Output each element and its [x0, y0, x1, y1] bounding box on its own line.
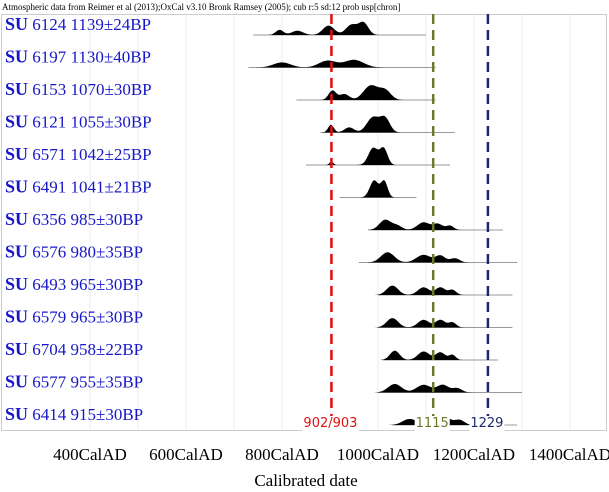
x-tick-label: 600CalAD — [149, 445, 223, 464]
marker-label-bg — [414, 416, 450, 431]
marker-label-bg — [302, 416, 359, 431]
series-label: SU 6356 985±30BP — [5, 209, 143, 229]
x-tick-label: 1400CalAD — [529, 445, 609, 464]
series-label: SU 6579 965±30BP — [5, 307, 143, 327]
series-label-su: SU — [5, 144, 28, 164]
series-label-su: SU — [5, 209, 28, 229]
series-density — [322, 115, 400, 133]
series-label-value: 6571 1042±25BP — [28, 145, 152, 164]
series-density — [320, 85, 403, 100]
series-label-su: SU — [5, 79, 28, 99]
series-label-value: 6356 985±30BP — [28, 210, 143, 229]
series-label-su: SU — [5, 242, 28, 262]
series-label: SU 6197 1130±40BP — [5, 47, 151, 67]
x-axis-ticks: 400CalAD 600CalAD 800CalAD 1000CalAD 1200Cal… — [53, 445, 609, 464]
series-density — [367, 219, 462, 230]
series-label-su: SU — [5, 339, 28, 359]
series-label-su: SU — [5, 372, 28, 392]
series-density — [380, 350, 463, 360]
series-label-su: SU — [5, 274, 28, 294]
marker-label-bg — [469, 416, 505, 431]
series-label-value: 6493 965±30BP — [28, 275, 143, 294]
series-density — [256, 59, 383, 68]
x-tick-label: 1000CalAD — [337, 445, 419, 464]
x-tick-label: 800CalAD — [245, 445, 319, 464]
series-label-value: 6414 915±30BP — [28, 405, 143, 424]
series-label-su: SU — [5, 112, 28, 132]
marker-label: 1229 — [470, 416, 503, 431]
x-axis-title: Calibrated date — [254, 471, 357, 490]
series-group — [248, 21, 522, 426]
series-label-value: 6124 1139±24BP — [28, 15, 151, 34]
series-label: SU 6414 915±30BP — [5, 404, 143, 424]
series-label: SU 6153 1070±30BP — [5, 79, 152, 99]
series-density — [325, 147, 396, 165]
series-label-su: SU — [5, 177, 28, 197]
series-label-value: 6197 1130±40BP — [28, 48, 151, 67]
x-tick-label: 400CalAD — [53, 445, 127, 464]
x-tick-label: 1200CalAD — [433, 445, 515, 464]
series-label: SU 6577 955±35BP — [5, 372, 143, 392]
series-label-su: SU — [5, 404, 28, 424]
series-label: SU 6124 1139±24BP — [5, 14, 151, 34]
series-label-su: SU — [5, 14, 28, 34]
grid — [89, 15, 571, 430]
marker-label: 1115 — [416, 416, 449, 431]
series-label: SU 6576 980±35BP — [5, 242, 143, 262]
series-density — [367, 252, 470, 263]
marker-group: 902/903 1115 1229 — [302, 14, 505, 431]
series-density — [374, 384, 472, 393]
series-label-value: 6153 1070±30BP — [28, 80, 152, 99]
series-label-su: SU — [5, 47, 28, 67]
series-label-value: 6576 980±35BP — [28, 243, 143, 262]
series-density — [375, 318, 464, 328]
series-label: SU 6704 958±22BP — [5, 339, 143, 359]
series-label: SU 6121 1055±30BP — [5, 112, 152, 132]
series-density — [268, 21, 378, 35]
series-label-value: 6121 1055±30BP — [28, 113, 152, 132]
series-label: SU 6493 965±30BP — [5, 274, 143, 294]
series-density — [375, 285, 464, 295]
series-label: SU 6491 1041±21BP — [5, 177, 152, 197]
series-label-value: 6577 955±35BP — [28, 373, 143, 392]
series-label-value: 6491 1041±21BP — [28, 178, 152, 197]
series-density — [389, 417, 474, 425]
marker-label: 902/903 — [303, 416, 357, 431]
series-label: SU 6571 1042±25BP — [5, 144, 152, 164]
series-label-value: 6579 965±30BP — [28, 308, 143, 327]
series-density — [361, 180, 395, 198]
series-label-su: SU — [5, 307, 28, 327]
series-label-value: 6704 958±22BP — [28, 340, 143, 359]
chart-header: Atmospheric data from Reimer et al (2013… — [2, 2, 400, 12]
